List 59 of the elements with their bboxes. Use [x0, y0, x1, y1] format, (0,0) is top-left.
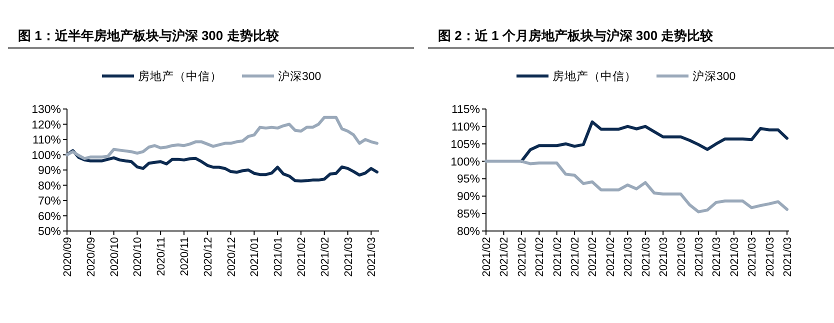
- line-series: [66, 149, 378, 182]
- y-tick-label: 90%: [38, 165, 61, 177]
- x-tick-label: 2020/12: [202, 237, 214, 277]
- x-tick-label: 2021/03: [640, 237, 652, 277]
- x-tick-label: 2020/10: [132, 237, 144, 277]
- x-tick-label: 2021/03: [622, 237, 635, 277]
- x-tick-label: 2021/03: [746, 237, 759, 277]
- x-tick-label: 2021/03: [676, 237, 688, 277]
- y-tick-label: 80%: [456, 226, 480, 238]
- x-tick-label: 2021/02: [319, 237, 332, 277]
- chart-title: 图 1：近半年房地产板块与沪深 300 走势比较: [18, 28, 280, 43]
- legend-label: 房地产（中信）: [552, 69, 636, 83]
- x-tick-label: 2021/02: [587, 237, 600, 277]
- x-tick-label: 2020/09: [85, 237, 98, 277]
- x-tick-label: 2021/02: [570, 237, 582, 277]
- y-tick-label: 100%: [450, 156, 480, 168]
- y-tick-label: 80%: [38, 180, 61, 192]
- x-tick-label: 2021/02: [552, 237, 564, 277]
- y-tick-label: 100%: [32, 150, 61, 162]
- x-tick-label: 2021/02: [516, 237, 528, 277]
- y-tick-label: 120%: [32, 119, 61, 132]
- y-tick-label: 130%: [32, 104, 61, 116]
- x-tick-label: 2021/03: [658, 237, 670, 277]
- y-tick-label: 85%: [456, 208, 480, 221]
- line-series: [484, 160, 788, 214]
- y-tick-label: 60%: [38, 210, 61, 223]
- x-tick-label: 2020/11: [178, 237, 191, 276]
- x-tick-label: 2020/11: [156, 237, 168, 276]
- x-tick-label: 2021/03: [728, 237, 741, 277]
- x-tick-label: 2021/02: [604, 237, 617, 277]
- line-series: [66, 116, 378, 160]
- x-tick-label: 2021/02: [498, 237, 511, 277]
- x-tick-label: 2020/09: [62, 237, 74, 277]
- x-tick-label: 2021/02: [534, 237, 546, 277]
- x-tick-label: 2021/02: [296, 237, 308, 277]
- x-tick-label: 2021/01: [249, 237, 262, 277]
- x-tick-label: 2021/03: [342, 237, 355, 277]
- legend-label: 沪深300: [278, 69, 322, 83]
- x-tick-label: 2021/01: [272, 237, 285, 277]
- x-tick-label: 2021/03: [366, 237, 378, 277]
- chart-title: 图 2：近 1 个月房地产板块与沪深 300 走势比较: [438, 28, 714, 43]
- x-tick-label: 2021/03: [764, 237, 776, 277]
- y-tick-label: 50%: [38, 226, 61, 238]
- legend-label: 沪深300: [692, 69, 736, 83]
- x-tick-label: 2021/03: [711, 237, 724, 277]
- x-tick-label: 2020/10: [108, 237, 121, 277]
- y-tick-label: 90%: [456, 191, 480, 204]
- y-tick-label: 115%: [451, 104, 480, 116]
- legend-label: 房地产（中信）: [138, 69, 222, 83]
- line-series: [520, 120, 788, 163]
- y-tick-label: 110%: [451, 121, 480, 134]
- y-tick-label: 95%: [456, 174, 480, 186]
- x-tick-label: 2020/12: [226, 237, 238, 277]
- y-tick-label: 70%: [38, 196, 61, 208]
- x-tick-label: 2021/02: [481, 237, 493, 277]
- x-tick-label: 2021/03: [782, 237, 794, 277]
- y-tick-label: 105%: [450, 138, 480, 151]
- x-tick-label: 2021/03: [693, 237, 706, 277]
- y-tick-label: 110%: [32, 134, 61, 146]
